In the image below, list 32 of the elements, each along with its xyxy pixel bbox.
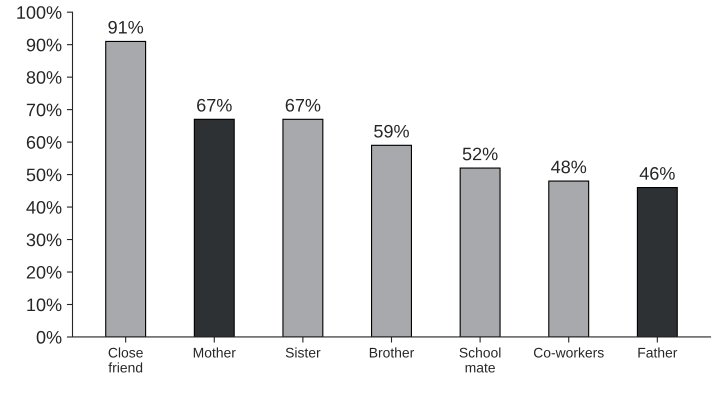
- y-tick-label: 80%: [26, 71, 62, 84]
- data-label: 46%: [640, 167, 675, 180]
- x-tick-label: Sister: [286, 347, 320, 358]
- y-tick-label: 40%: [26, 200, 62, 214]
- y-tick-label: 30%: [26, 233, 62, 246]
- y-tick-label: 50%: [26, 168, 62, 182]
- x-tick-label: Co-workers: [534, 347, 604, 358]
- data-label: 59%: [374, 124, 409, 138]
- bar: [194, 118, 235, 337]
- x-tick-label: Mother: [194, 347, 236, 358]
- y-tick-label: 10%: [27, 298, 62, 312]
- y-tick-label: 60%: [26, 136, 62, 149]
- bar: [460, 168, 501, 337]
- data-label: 48%: [551, 160, 586, 174]
- y-tick-label: 100%: [17, 6, 62, 19]
- data-label: 52%: [462, 148, 498, 160]
- y-tick-label: 0%: [36, 330, 62, 344]
- x-tick-label: Father: [638, 347, 678, 358]
- bar: [636, 187, 678, 337]
- data-label: 67%: [286, 98, 320, 112]
- data-label: 91%: [108, 20, 144, 34]
- x-tick-label: School mate: [460, 347, 500, 373]
- x-tick-label: Brother: [370, 347, 414, 358]
- bar: [371, 144, 412, 337]
- bar: [548, 180, 590, 337]
- y-tick-label: 20%: [26, 266, 62, 279]
- y-tick-label: 90%: [26, 38, 62, 52]
- y-tick-label: 70%: [26, 104, 62, 116]
- bar: [105, 40, 146, 337]
- bar: [282, 118, 324, 337]
- x-tick-label: Close friend: [108, 347, 143, 373]
- data-label: 67%: [197, 98, 232, 112]
